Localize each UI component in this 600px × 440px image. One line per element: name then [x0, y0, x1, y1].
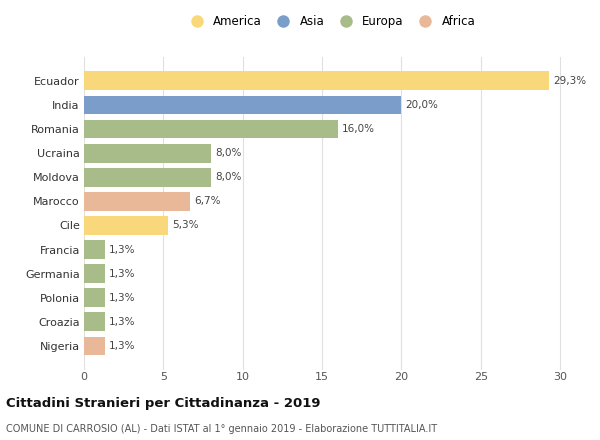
Legend: America, Asia, Europa, Africa: America, Asia, Europa, Africa	[182, 13, 478, 31]
Text: 1,3%: 1,3%	[109, 293, 135, 303]
Text: 8,0%: 8,0%	[215, 172, 241, 182]
Bar	[84, 95, 401, 114]
Bar	[84, 168, 211, 187]
Text: 1,3%: 1,3%	[109, 317, 135, 327]
Text: 8,0%: 8,0%	[215, 148, 241, 158]
Text: 1,3%: 1,3%	[109, 341, 135, 351]
Bar	[84, 264, 104, 283]
Text: 1,3%: 1,3%	[109, 269, 135, 279]
Text: 5,3%: 5,3%	[172, 220, 199, 231]
Bar	[84, 216, 168, 235]
Bar	[84, 192, 190, 211]
Text: 20,0%: 20,0%	[406, 100, 438, 110]
Bar	[84, 71, 549, 90]
Text: COMUNE DI CARROSIO (AL) - Dati ISTAT al 1° gennaio 2019 - Elaborazione TUTTITALI: COMUNE DI CARROSIO (AL) - Dati ISTAT al …	[6, 424, 437, 434]
Text: 1,3%: 1,3%	[109, 245, 135, 255]
Text: 16,0%: 16,0%	[342, 124, 375, 134]
Bar	[84, 144, 211, 162]
Bar	[84, 312, 104, 331]
Bar	[84, 337, 104, 356]
Text: 6,7%: 6,7%	[194, 196, 221, 206]
Bar	[84, 240, 104, 259]
Text: 29,3%: 29,3%	[553, 76, 586, 86]
Bar	[84, 288, 104, 307]
Bar	[84, 120, 338, 139]
Text: Cittadini Stranieri per Cittadinanza - 2019: Cittadini Stranieri per Cittadinanza - 2…	[6, 397, 320, 410]
